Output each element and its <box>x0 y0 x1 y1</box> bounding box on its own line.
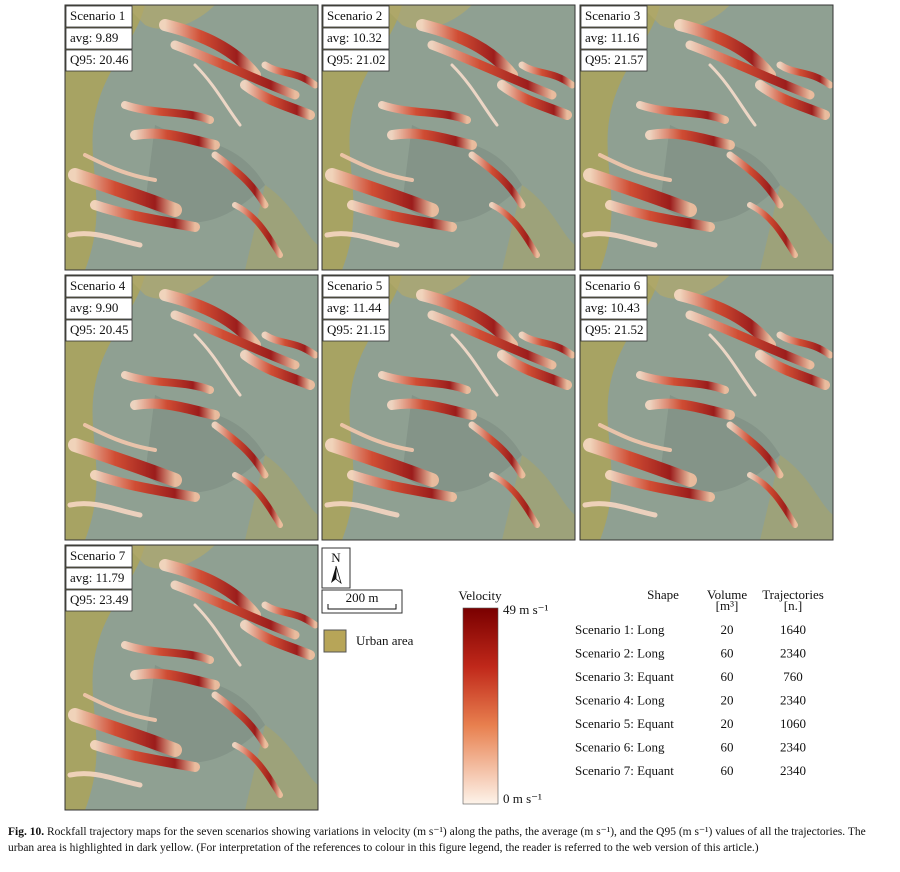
scale-bar <box>327 604 397 610</box>
row-label: Scenario 5: Equant <box>575 716 674 731</box>
panel-border <box>321 4 576 271</box>
north-arrow <box>331 566 336 583</box>
panel-border <box>64 274 319 541</box>
panel-title: Scenario 4 <box>70 278 126 293</box>
label-box <box>65 49 133 72</box>
table-header: Trajectories <box>762 587 824 602</box>
label-box <box>322 27 390 50</box>
panel-avg: avg: 10.43 <box>585 300 640 315</box>
panel-title: Scenario 7 <box>70 548 126 563</box>
volume-cell: 20 <box>721 716 734 731</box>
trajectories-cell: 760 <box>783 669 803 684</box>
trajectories-cell: 2340 <box>780 645 806 660</box>
panel-title: Scenario 1 <box>70 8 125 23</box>
panel-avg: avg: 11.44 <box>327 300 382 315</box>
north-arrow-half <box>335 565 342 585</box>
scale-box <box>321 589 403 614</box>
label-box <box>580 297 648 320</box>
label-box <box>322 275 390 298</box>
panel-q95: Q95: 21.52 <box>585 322 644 337</box>
panel-q95: Q95: 21.15 <box>327 322 386 337</box>
label-box <box>322 49 390 72</box>
trajectories-cell: 2340 <box>780 739 806 754</box>
north-label: N <box>331 550 341 565</box>
row-label: Scenario 1: Long <box>575 622 665 637</box>
label-box <box>322 5 390 28</box>
panel-border <box>321 274 576 541</box>
label-box <box>65 567 133 590</box>
velocity-max: 49 m s⁻¹ <box>503 602 549 617</box>
label-box <box>65 275 133 298</box>
panel-title: Scenario 5 <box>327 278 382 293</box>
panel-avg: avg: 11.16 <box>585 30 640 45</box>
urban-swatch <box>323 629 347 653</box>
label-box <box>580 49 648 72</box>
panel-q95: Q95: 21.57 <box>585 52 644 67</box>
label-box <box>580 319 648 342</box>
panel-title: Scenario 3 <box>585 8 640 23</box>
panel-q95: Q95: 20.45 <box>70 322 129 337</box>
map-panel: Scenario 2 avg: 10.32 Q95: 21.02 <box>321 4 576 271</box>
map-panel: Scenario 4 avg: 9.90 Q95: 20.45 <box>64 274 319 541</box>
table-header: [n.] <box>784 598 802 613</box>
label-box <box>580 5 648 28</box>
volume-cell: 60 <box>721 739 734 754</box>
label-box <box>65 319 133 342</box>
map-panel: Scenario 6 avg: 10.43 Q95: 21.52 <box>579 274 834 541</box>
panel-title: Scenario 2 <box>327 8 382 23</box>
map-panel: Scenario 3 avg: 11.16 Q95: 21.57 <box>579 4 834 271</box>
panel-q95: Q95: 21.02 <box>327 52 386 67</box>
panel-q95: Q95: 20.46 <box>70 52 129 67</box>
label-box <box>65 5 133 28</box>
velocity-bar <box>462 607 499 805</box>
map-panel: Scenario 1 avg: 9.89 Q95: 20.46 <box>64 4 319 271</box>
volume-cell: 60 <box>721 669 734 684</box>
panel-q95: Q95: 23.49 <box>70 592 129 607</box>
scale-label: 200 m <box>346 590 379 605</box>
trajectories-cell: 1640 <box>780 622 806 637</box>
volume-cell: 20 <box>721 692 734 707</box>
caption: Fig. 10. Rockfall trajectory maps for th… <box>8 824 892 856</box>
velocity-min: 0 m s⁻¹ <box>503 791 542 806</box>
caption-text: Rockfall trajectory maps for the seven s… <box>8 826 866 854</box>
label-box <box>580 275 648 298</box>
panel-border <box>64 544 319 811</box>
figure: Scenario 1 avg: 9.89 Q95: 20.46 Scenario 2 a… <box>64 4 834 811</box>
label-box <box>65 297 133 320</box>
volume-cell: 60 <box>721 763 734 778</box>
row-label: Scenario 3: Equant <box>575 669 674 684</box>
panel-avg: avg: 11.79 <box>70 570 124 585</box>
row-label: Scenario 4: Long <box>575 692 665 707</box>
row-label: Scenario 6: Long <box>575 739 665 754</box>
label-box <box>65 545 133 568</box>
panel-avg: avg: 9.89 <box>70 30 118 45</box>
label-box <box>65 27 133 50</box>
trajectories-cell: 2340 <box>780 763 806 778</box>
velocity-title: Velocity <box>458 588 502 603</box>
label-box <box>322 319 390 342</box>
trajectories-cell: 2340 <box>780 692 806 707</box>
volume-cell: 60 <box>721 645 734 660</box>
table-header: Shape <box>647 587 679 602</box>
volume-cell: 20 <box>721 622 734 637</box>
label-box <box>322 297 390 320</box>
table-header: [m³] <box>716 598 739 613</box>
row-label: Scenario 7: Equant <box>575 763 674 778</box>
panel-avg: avg: 10.32 <box>327 30 382 45</box>
panel-border <box>579 274 834 541</box>
panel-avg: avg: 9.90 <box>70 300 118 315</box>
urban-label: Urban area <box>356 633 414 648</box>
row-label: Scenario 2: Long <box>575 645 665 660</box>
trajectories-cell: 1060 <box>780 716 806 731</box>
table-header: Volume <box>707 587 747 602</box>
panel-border <box>64 4 319 271</box>
map-panel: Scenario 5 avg: 11.44 Q95: 21.15 <box>321 274 576 541</box>
label-box <box>65 589 133 612</box>
panel-title: Scenario 6 <box>585 278 641 293</box>
caption-label: Fig. 10. <box>8 826 45 838</box>
label-box <box>580 27 648 50</box>
map-panel: Scenario 7 avg: 11.79 Q95: 23.49 <box>64 544 319 811</box>
panel-border <box>579 4 834 271</box>
